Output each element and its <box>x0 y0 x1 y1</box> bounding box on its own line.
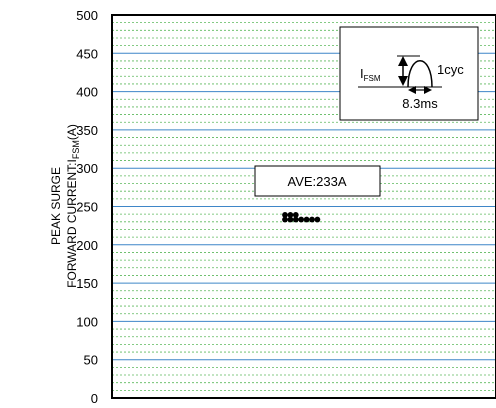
plot-frame <box>111 14 496 399</box>
data-point <box>292 216 299 223</box>
y-axis-label-sub: FSM <box>71 140 81 159</box>
y-axis-label-line1: PEAK SURGE <box>49 167 63 245</box>
data-point <box>298 216 305 223</box>
inset-ifsm-label: IFSM <box>360 66 381 83</box>
y-tick-label: 200 <box>76 238 98 253</box>
y-axis-label-unit: (A) <box>65 124 79 140</box>
data-point <box>314 216 321 223</box>
y-axis-label-main: FORWARD CURRENT:I <box>65 159 79 288</box>
waveform-inset: IFSM 1cyc 8.3ms <box>339 26 479 121</box>
average-box <box>254 165 381 197</box>
y-tick-label: 400 <box>76 85 98 100</box>
data-point <box>303 216 310 223</box>
inset-ifsm-main: I <box>360 66 364 81</box>
data-point <box>282 212 288 218</box>
y-axis-label-line2: FORWARD CURRENT:IFSM(A) <box>65 124 81 288</box>
data-point <box>282 216 288 223</box>
y-tick-label: 500 <box>76 8 98 23</box>
data-point <box>292 212 299 218</box>
y-tick-label: 50 <box>84 353 98 368</box>
data-point <box>287 212 294 218</box>
y-tick-label: 250 <box>76 200 98 215</box>
inset-duration-label: 8.3ms <box>402 96 438 111</box>
data-point <box>287 216 294 223</box>
y-tick-label: 450 <box>76 46 98 61</box>
inset-cycle-label: 1cyc <box>437 62 464 77</box>
arrow-left-icon <box>408 86 416 94</box>
average-annotation: AVE:233A <box>254 165 381 197</box>
y-tick-label: 150 <box>76 276 98 291</box>
half-sine-wave-icon <box>407 60 433 88</box>
y-tick-label: 100 <box>76 314 98 329</box>
arrow-down-icon <box>398 76 408 86</box>
arrow-right-icon <box>424 86 432 94</box>
data-points <box>282 212 321 223</box>
y-tick-label: 350 <box>76 123 98 138</box>
y-tick-label: 300 <box>76 161 98 176</box>
data-point <box>309 216 315 223</box>
inset-ifsm-sub: FSM <box>364 74 381 83</box>
y-tick-labels: 0 50 100 150 200 250 300 350 400 450 500 <box>76 8 98 406</box>
y-tick-label: 0 <box>91 391 98 406</box>
average-label: AVE:233A <box>287 174 346 189</box>
arrow-up-icon <box>398 56 408 66</box>
